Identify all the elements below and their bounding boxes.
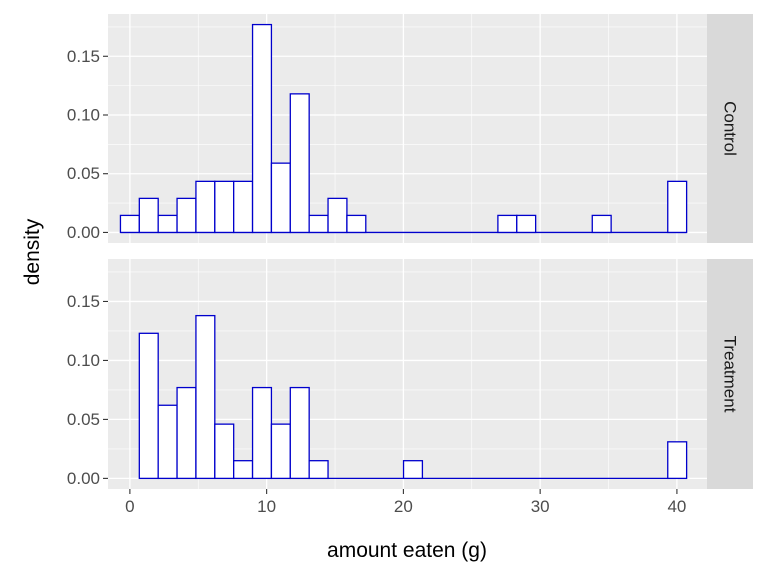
y-tick-label: 0.05 <box>67 410 100 429</box>
histogram-bar <box>497 214 518 234</box>
histogram-bar <box>195 180 216 234</box>
y-tick-label: 0.00 <box>67 223 100 242</box>
histogram-bar <box>233 180 254 234</box>
facet-strip-label: Control <box>721 101 740 156</box>
x-tick-label: 20 <box>394 497 413 516</box>
histogram-bar <box>214 180 235 234</box>
histogram-bar <box>667 180 688 234</box>
y-tick-label: 0.05 <box>67 164 100 183</box>
histogram-bar <box>176 197 197 234</box>
y-tick-label: 0.00 <box>67 469 100 488</box>
histogram-bar <box>270 423 291 480</box>
histogram-bar <box>516 214 537 234</box>
histogram-bar <box>233 460 254 480</box>
histogram-bar <box>591 214 612 234</box>
histogram-bar <box>157 404 178 480</box>
x-tick-label: 40 <box>667 497 686 516</box>
histogram-bar <box>308 460 329 480</box>
x-axis-title: amount eaten (g) <box>327 539 487 562</box>
facet-panel-control: Control 0.00 0.05 0.10 0.15 <box>67 14 753 243</box>
histogram-bar <box>251 23 273 234</box>
histogram-bar <box>308 214 329 234</box>
y-axis-title: density <box>21 218 44 285</box>
facet-strip <box>707 259 753 489</box>
facet-strip-label: Treatment <box>721 336 740 413</box>
y-tick-label: 0.10 <box>67 105 100 124</box>
x-tick-label: 0 <box>125 497 134 516</box>
histogram-bar <box>251 386 273 480</box>
histogram-bar <box>157 214 178 234</box>
facet-panel-treatment: Treatment 0.00 0.05 0.10 0.15 <box>67 259 753 489</box>
histogram-bar <box>119 214 140 234</box>
histogram-bar <box>402 460 424 480</box>
histogram-bar <box>289 386 310 480</box>
x-tick-label: 10 <box>257 497 276 516</box>
y-tick-label: 0.10 <box>67 351 100 370</box>
histogram-bar <box>138 332 159 480</box>
histogram-bar <box>270 162 291 234</box>
histogram-bar <box>176 386 197 480</box>
facet-strip <box>707 14 753 243</box>
histogram-bar <box>138 197 159 234</box>
histogram-bar <box>289 93 310 234</box>
histogram-bar <box>214 423 235 480</box>
y-tick-label: 0.15 <box>67 292 100 311</box>
x-tick-label: 30 <box>531 497 550 516</box>
histogram-bar <box>195 314 216 480</box>
y-tick-label: 0.15 <box>67 47 100 66</box>
histogram-bar <box>667 441 688 480</box>
histogram-bar <box>346 214 367 234</box>
histogram-bar <box>327 197 348 234</box>
